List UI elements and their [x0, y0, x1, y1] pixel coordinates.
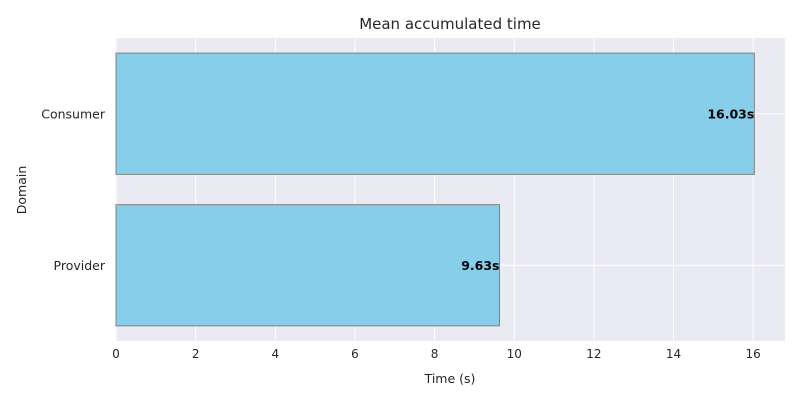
y-axis-label: Domain — [14, 166, 29, 215]
x-tick-label: 0 — [112, 347, 120, 361]
bar-consumer — [115, 52, 755, 175]
x-tick-label: 4 — [271, 347, 279, 361]
data-label-consumer: 16.03s — [707, 106, 754, 121]
x-tick-label: 14 — [666, 347, 681, 361]
data-label-provider: 9.63s — [461, 258, 499, 273]
x-tick-label: 8 — [431, 347, 439, 361]
chart-title: Mean accumulated time — [359, 15, 541, 33]
x-tick-label: 2 — [192, 347, 200, 361]
y-tick-label-provider: Provider — [54, 258, 106, 273]
x-tick-labels: 0 2 4 6 8 10 12 14 16 — [112, 347, 761, 361]
x-tick-label: 10 — [507, 347, 522, 361]
x-tick-label: 6 — [351, 347, 359, 361]
y-tick-label-consumer: Consumer — [41, 106, 106, 121]
bars: 16.03s 9.63s — [115, 52, 755, 327]
x-tick-label: 16 — [746, 347, 761, 361]
x-tick-label: 12 — [586, 347, 601, 361]
x-axis-label: Time (s) — [424, 371, 476, 386]
bar-provider — [115, 204, 500, 327]
y-tick-labels: Consumer Provider — [41, 106, 106, 273]
